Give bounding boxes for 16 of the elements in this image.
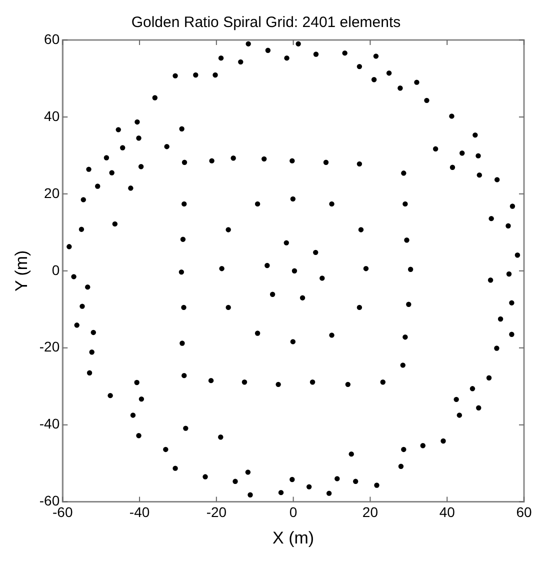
x-tick-label: 40 (439, 504, 456, 520)
y-tick-label: -20 (39, 338, 60, 355)
x-tick-label: 20 (362, 504, 378, 520)
chart-title: Golden Ratio Spiral Grid: 2401 elements (131, 14, 401, 32)
x-tick-label: 60 (516, 504, 532, 520)
x-tick-label: -40 (129, 504, 150, 520)
y-tick-label: 0 (52, 262, 60, 278)
y-tick-label: -40 (39, 416, 60, 432)
x-tick-label: -20 (206, 504, 227, 520)
y-tick-label: 40 (44, 108, 60, 124)
y-tick-label: 20 (44, 184, 60, 201)
y-axis-title: Y (m) (12, 250, 31, 292)
y-tick-label: 60 (44, 30, 60, 47)
x-axis-title: X (m) (272, 528, 314, 548)
y-tick-label: -60 (39, 492, 60, 509)
x-tick-label: 0 (289, 504, 298, 520)
